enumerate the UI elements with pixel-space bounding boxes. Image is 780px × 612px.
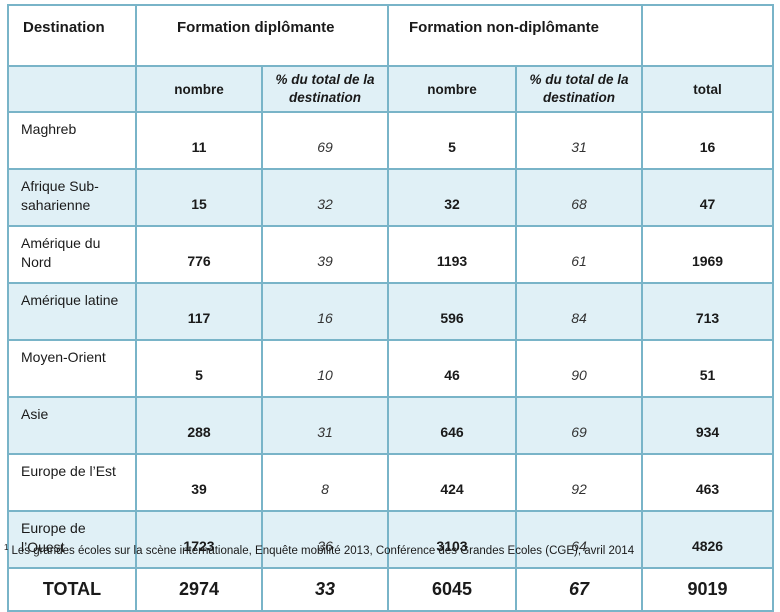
row-non-nombre: 46 <box>387 339 517 398</box>
footnote: 1 Les grandes écoles sur la scène interna… <box>4 543 634 557</box>
row-dip-nombre: 11 <box>135 111 263 170</box>
row-non-pct: 61 <box>514 225 644 284</box>
row-non-pct: 69 <box>514 396 644 455</box>
subheader-row: nombre % du total de la destination nomb… <box>7 65 775 113</box>
row-dip-pct: 39 <box>261 225 389 284</box>
row-non-pct: 64 <box>514 510 644 569</box>
header-destination: Destination <box>7 4 137 67</box>
subheader-total: total <box>641 65 775 113</box>
row-dip-pct: 32 <box>261 168 389 227</box>
table-row: Maghreb 11 69 5 31 16 <box>7 111 775 170</box>
row-destination: Asie <box>7 396 137 455</box>
subheader-empty <box>7 65 137 113</box>
row-non-nombre: 646 <box>387 396 517 455</box>
table-row: Afrique Sub-saharienne 15 32 32 68 47 <box>7 168 775 227</box>
header-row: Destination Formation diplômante Formati… <box>7 4 775 67</box>
row-total: 463 <box>641 453 775 512</box>
footnote-text: Les grandes écoles sur la scène internat… <box>11 545 635 557</box>
row-destination: Moyen-Orient <box>7 339 137 398</box>
row-dip-pct: 16 <box>261 282 389 341</box>
row-destination: Maghreb <box>7 111 137 170</box>
table-row: Amérique du Nord 776 39 1193 61 1969 <box>7 225 775 284</box>
row-non-nombre: 596 <box>387 282 517 341</box>
row-dip-nombre: 1723 <box>135 510 263 569</box>
subheader-dip-nombre: nombre <box>135 65 263 113</box>
row-non-nombre: 3103 <box>387 510 517 569</box>
row-dip-nombre: 39 <box>135 453 263 512</box>
totals-non-pct: 67 <box>514 567 644 612</box>
row-destination: Europe de l’Est <box>7 453 137 512</box>
totals-dip-pct: 33 <box>261 567 389 612</box>
row-non-pct: 31 <box>514 111 644 170</box>
table-row: Asie 288 31 646 69 934 <box>7 396 775 455</box>
row-destination: Amérique du Nord <box>7 225 137 284</box>
row-dip-nombre: 15 <box>135 168 263 227</box>
row-destination: Europe de l’Ouest <box>7 510 137 569</box>
row-destination: Afrique Sub-saharienne <box>7 168 137 227</box>
row-non-nombre: 1193 <box>387 225 517 284</box>
header-empty <box>641 4 775 67</box>
table-row: Moyen-Orient 5 10 46 90 51 <box>7 339 775 398</box>
mobility-table: Destination Formation diplômante Formati… <box>7 4 775 612</box>
subheader-non-nombre: nombre <box>387 65 517 113</box>
row-total: 51 <box>641 339 775 398</box>
row-total: 4826 <box>641 510 775 569</box>
header-diplomante: Formation diplômante <box>135 4 389 67</box>
subheader-non-pct: % du total de la destination <box>514 65 644 113</box>
row-total: 16 <box>641 111 775 170</box>
row-non-pct: 90 <box>514 339 644 398</box>
row-dip-nombre: 288 <box>135 396 263 455</box>
totals-row: TOTAL 2974 33 6045 67 9019 <box>7 567 775 612</box>
totals-total: 9019 <box>641 567 775 612</box>
row-non-nombre: 424 <box>387 453 517 512</box>
totals-label: TOTAL <box>7 567 137 612</box>
row-dip-nombre: 776 <box>135 225 263 284</box>
row-dip-pct: 8 <box>261 453 389 512</box>
footnote-marker: 1 <box>4 543 9 552</box>
row-dip-pct: 10 <box>261 339 389 398</box>
header-non-diplomante: Formation non-diplômante <box>386 4 644 67</box>
row-destination: Amérique latine <box>7 282 137 341</box>
row-dip-nombre: 5 <box>135 339 263 398</box>
subheader-dip-pct: % du total de la destination <box>261 65 389 113</box>
row-non-pct: 92 <box>514 453 644 512</box>
row-dip-pct: 31 <box>261 396 389 455</box>
row-non-nombre: 32 <box>387 168 517 227</box>
row-total: 47 <box>641 168 775 227</box>
row-non-pct: 84 <box>514 282 644 341</box>
row-total: 1969 <box>641 225 775 284</box>
row-total: 934 <box>641 396 775 455</box>
row-non-nombre: 5 <box>387 111 517 170</box>
row-dip-pct: 69 <box>261 111 389 170</box>
table-row: Europe de l’Est 39 8 424 92 463 <box>7 453 775 512</box>
table-body: Maghreb 11 69 5 31 16 Afrique Sub-saharienne 15… <box>7 111 775 569</box>
table-row: Europe de l’Ouest 1723 36 3103 64 4826 <box>7 510 775 569</box>
row-total: 713 <box>641 282 775 341</box>
row-non-pct: 68 <box>514 168 644 227</box>
row-dip-pct: 36 <box>261 510 389 569</box>
totals-non-nombre: 6045 <box>387 567 517 612</box>
totals-dip-nombre: 2974 <box>135 567 263 612</box>
table-row: Amérique latine 117 16 596 84 713 <box>7 282 775 341</box>
row-dip-nombre: 117 <box>135 282 263 341</box>
